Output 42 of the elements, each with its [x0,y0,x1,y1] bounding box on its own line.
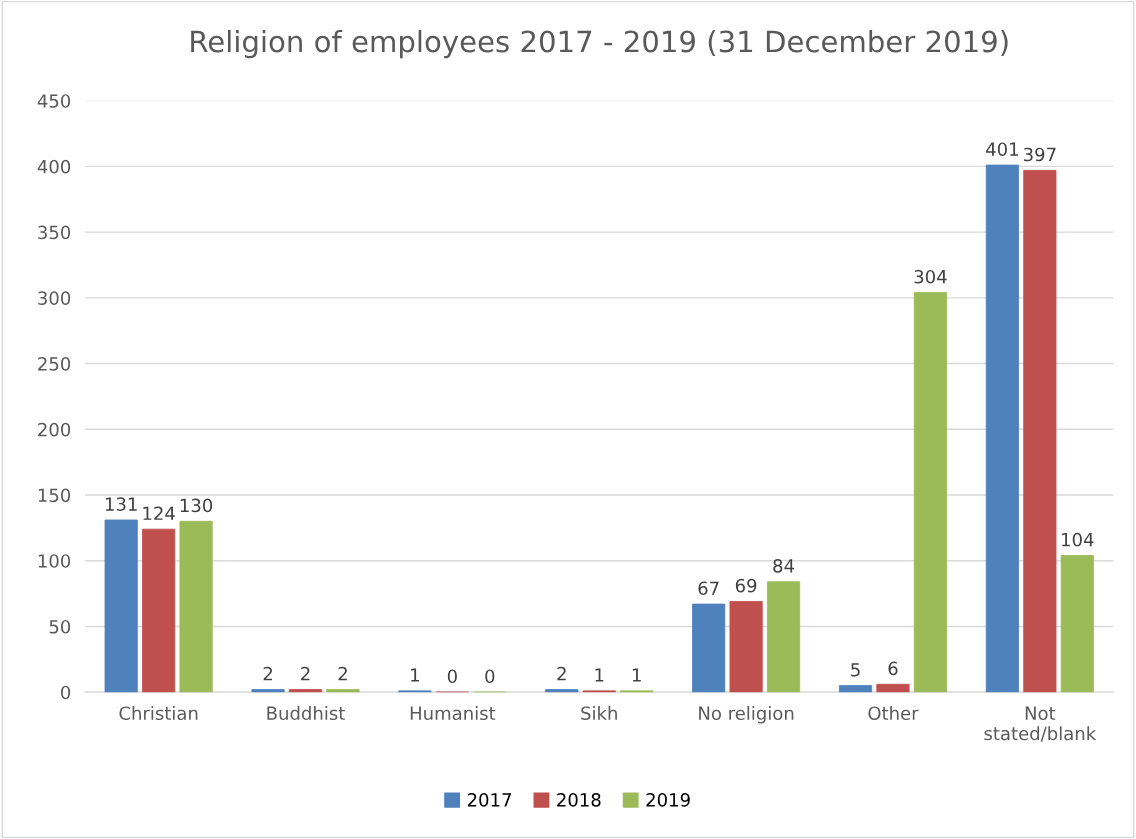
x-tick-label: Christian [119,706,198,721]
legend-label: 2019 [646,793,690,807]
data-label: 401 [986,142,1018,157]
chart-title: Religion of employees 2017 - 2019 (31 December 2019) [191,29,1008,59]
y-tick-label: 350 [38,225,71,240]
x-tick-label: Sikh [581,706,617,721]
data-label: 2 [338,666,347,681]
data-label: 304 [914,269,947,284]
data-label: 5 [851,663,860,677]
data-label: 84 [773,559,795,573]
data-label: 131 [105,497,137,511]
legend-label: 2017 [467,793,511,807]
x-tick-label: Buddhist [267,706,345,721]
y-tick-label: 50 [49,619,71,634]
y-tick-label: 100 [38,554,71,568]
data-label: 1 [411,668,419,682]
data-label: 2 [301,666,310,681]
data-label: 0 [485,669,495,684]
data-label: 104 [1062,532,1094,547]
x-tick-label: Other [868,706,919,721]
x-tick-label: No religion [699,706,794,724]
y-tick-label: 300 [38,291,71,305]
data-label: 6 [888,661,898,676]
x-tick-label: Humanist [410,706,496,721]
y-tick-label: 250 [38,357,71,371]
data-label: 69 [735,578,757,593]
y-tick-label: 400 [37,159,71,174]
data-label: 1 [632,668,641,682]
y-tick-label: 0 [61,685,71,700]
data-label: 0 [447,669,457,684]
data-label: 67 [698,581,719,596]
x-tick-label: Not stated/blank [984,706,1097,742]
y-tick-label: 450 [37,94,71,108]
y-tick-label: 150 [38,488,71,503]
data-label: 1 [595,668,604,682]
data-label: 130 [180,498,213,513]
data-label: 397 [1023,147,1056,162]
data-label: 124 [143,506,175,520]
y-tick-label: 200 [38,422,71,437]
data-label: 2 [263,666,272,681]
legend-label: 2018 [557,793,601,807]
data-label: 2 [557,666,566,681]
